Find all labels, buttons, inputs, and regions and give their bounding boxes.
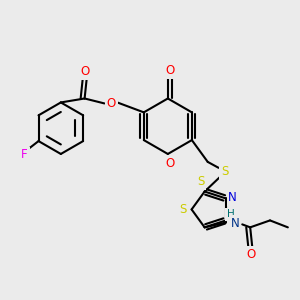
Text: S: S [179,203,186,216]
Text: O: O [107,97,116,110]
Text: S: S [221,165,228,178]
Text: N: N [228,215,237,228]
Text: O: O [165,158,174,170]
Text: O: O [247,248,256,261]
Text: O: O [165,64,174,77]
Text: N: N [231,217,240,230]
Text: O: O [80,65,89,78]
Text: F: F [21,148,28,161]
Text: S: S [197,175,204,188]
Text: N: N [228,191,237,204]
Text: H: H [226,209,234,220]
